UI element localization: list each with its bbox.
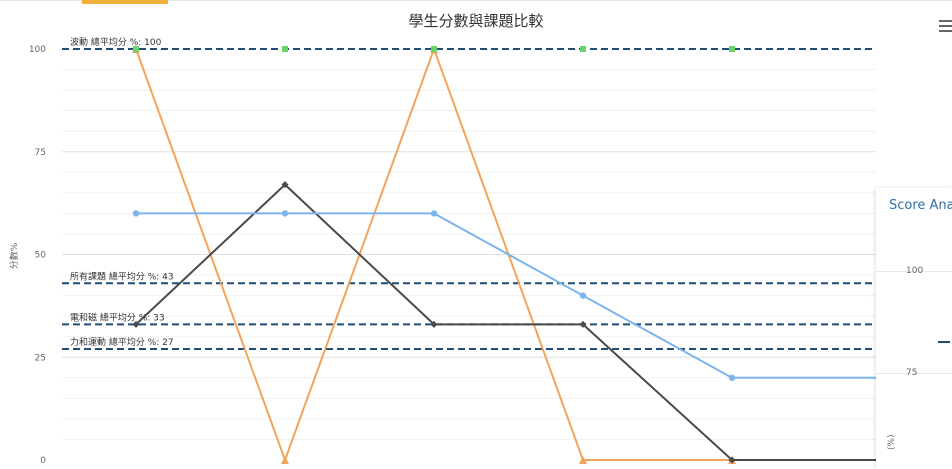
side-plot-line-fragment	[938, 341, 950, 343]
data-point	[132, 210, 140, 217]
side-chart-title: Score Ana	[889, 198, 952, 213]
y-tick-label: 100	[29, 45, 46, 55]
data-point	[281, 456, 289, 464]
y-axis-label: 分數%	[8, 242, 20, 269]
side-chart-panel: Score Ana 100 75 (%)	[876, 188, 952, 469]
data-point	[579, 320, 587, 328]
side-tick-label: 100	[906, 266, 924, 276]
data-point	[580, 46, 586, 52]
data-point	[133, 46, 139, 52]
data-point	[281, 210, 289, 217]
side-gridline	[876, 271, 952, 272]
data-point	[430, 210, 438, 217]
y-tick-label: 50	[35, 251, 47, 261]
hamburger-menu-icon[interactable]	[939, 20, 952, 34]
data-point	[729, 46, 735, 52]
side-y-axis-label: (%)	[887, 434, 897, 450]
side-tick-label: 75	[906, 368, 918, 378]
plot-line-label: 電和磁 總平均分 %: 33	[70, 311, 165, 323]
data-point	[431, 46, 437, 52]
data-point	[281, 181, 289, 189]
side-gridline	[876, 373, 952, 374]
data-point	[430, 320, 438, 328]
data-point	[132, 320, 140, 328]
data-point	[579, 456, 587, 464]
main-chart: 0 25 50 75 100 分數% 波動 總平均分 %: 100 所有課題 總平均分 %: …	[8, 36, 876, 466]
data-point	[579, 292, 587, 299]
data-point	[728, 456, 736, 464]
data-point	[282, 46, 288, 52]
y-tick-label: 75	[35, 148, 46, 158]
plot-line-label: 所有課題 總平均分 %: 43	[70, 270, 174, 282]
plot-line-label: 波動 總平均分 %: 100	[70, 36, 162, 48]
series-line	[135, 183, 876, 461]
series-line	[136, 212, 876, 379]
y-tick-label: 25	[35, 353, 46, 363]
plot-line-label: 力和運動 總平均分 %: 27	[70, 336, 174, 348]
data-point	[728, 374, 736, 381]
active-tab-indicator[interactable]	[82, 0, 168, 4]
top-border	[0, 0, 952, 1]
chart-title: 學生分數與課題比較	[408, 12, 544, 30]
y-tick-label: 0	[40, 456, 46, 466]
